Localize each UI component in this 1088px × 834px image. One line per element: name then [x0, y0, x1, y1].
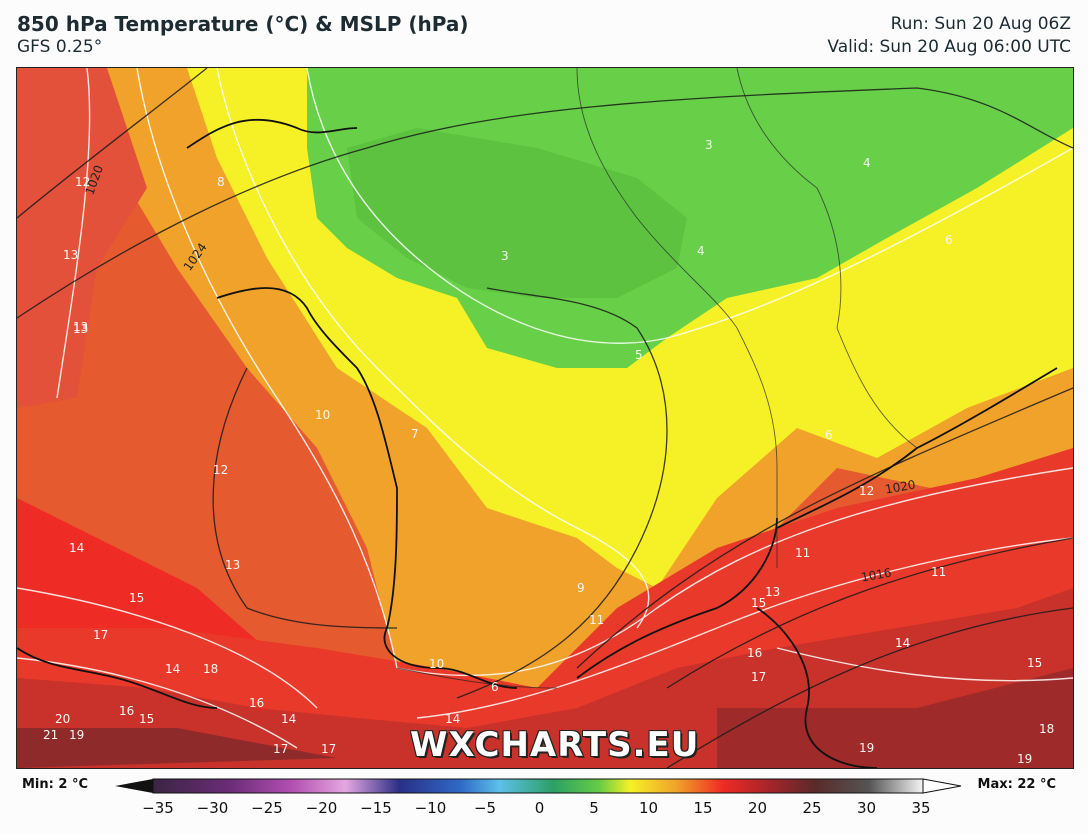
temp-label: 16 [747, 646, 763, 660]
temp-label: 10 [315, 408, 331, 422]
temp-label: 19 [859, 741, 875, 755]
dark-red-se [717, 668, 1073, 768]
green-core [347, 128, 687, 298]
scale-tick-label: 35 [911, 799, 931, 817]
temp-label: 5 [635, 348, 643, 362]
temp-label: 11 [795, 546, 811, 560]
temp-label: 17 [321, 742, 337, 756]
temp-label: 11 [589, 613, 605, 627]
temp-label: 4 [863, 156, 871, 170]
temp-label: 9 [577, 581, 585, 595]
temp-label: 20 [55, 712, 71, 726]
temp-label: 19 [1017, 752, 1033, 766]
dark-red-sw [17, 728, 337, 768]
temp-label: 3 [705, 138, 713, 152]
scale-tick-label: 0 [534, 799, 545, 817]
scale-tick-label: 30 [856, 799, 877, 817]
weather-map[interactable]: 12 13 13 8 10 12 14 13 15 17 14 18 16 15… [16, 67, 1074, 769]
temp-label: 10 [429, 657, 445, 671]
borders [396, 68, 918, 689]
temp-label: 15 [751, 596, 767, 610]
temperature-field [17, 68, 1073, 768]
temp-label: 8 [217, 175, 225, 189]
temp-label: 14 [895, 636, 911, 650]
scale-tick-label: −30 [196, 799, 229, 817]
temp-label: 4 [697, 244, 705, 258]
valid-time: Valid: Sun 20 Aug 06:00 UTC [827, 37, 1071, 57]
temp-label: 6 [825, 428, 833, 442]
temp-label: 15 [1027, 656, 1043, 670]
temp-label: 17 [93, 628, 109, 642]
scale-tick-label: 10 [638, 799, 659, 817]
color-scale [115, 778, 962, 794]
scale-tick-label: 15 [693, 799, 713, 817]
scale-tick-label: −10 [414, 799, 447, 817]
temp-label: 13 [225, 558, 241, 572]
temp-label: 3 [501, 249, 509, 263]
temp-label: 18 [1039, 722, 1055, 736]
temp-label: 12 [859, 484, 875, 498]
temp-label: 14 [445, 712, 461, 726]
west-red [17, 68, 147, 408]
temp-label: 14 [281, 712, 297, 726]
isotherms [17, 68, 1073, 749]
run-time: Run: Sun 20 Aug 06Z [890, 14, 1071, 34]
temp-label: 16 [119, 704, 135, 718]
scale-tick-label: −15 [360, 799, 392, 817]
temp-label: 21 [43, 728, 59, 742]
temp-label: 14 [165, 662, 181, 676]
temp-label: 17 [273, 742, 289, 756]
temp-label: 13 [73, 320, 89, 334]
temp-label: 13 [73, 322, 89, 336]
max-temp-label: Max: 22 °C [977, 777, 1056, 792]
scale-tick-label: −5 [473, 799, 497, 817]
temp-label: 16 [249, 696, 265, 710]
watermark: WXCHARTS.EU [410, 725, 700, 765]
temp-label: 11 [931, 565, 947, 579]
chart-title: 850 hPa Temperature (°C) & MSLP (hPa) [17, 12, 469, 36]
temp-label: 13 [63, 248, 79, 262]
temp-label: 15 [139, 712, 155, 726]
scale-tick-label: 5 [589, 799, 599, 817]
scale-tick-label: −35 [142, 799, 174, 817]
scale-tick-label: 20 [747, 799, 768, 817]
temp-label: 12 [213, 463, 229, 477]
scale-tick-label: −20 [305, 799, 338, 817]
scale-tick-label: −25 [251, 799, 283, 817]
temp-label: 13 [765, 585, 781, 599]
temp-label: 12 [75, 175, 91, 189]
min-temp-label: Min: 2 °C [22, 777, 88, 792]
temp-label: 7 [411, 427, 419, 441]
model-name: GFS 0.25° [17, 37, 103, 57]
temp-label: 18 [203, 662, 219, 676]
temp-label: 19 [69, 728, 85, 742]
temp-label: 17 [751, 670, 767, 684]
isobars [17, 68, 1073, 768]
scale-tick-label: 25 [802, 799, 822, 817]
temp-label: 6 [491, 680, 499, 694]
temp-label: 15 [129, 591, 145, 605]
temp-label: 14 [69, 541, 85, 555]
temp-label: 6 [945, 233, 953, 247]
